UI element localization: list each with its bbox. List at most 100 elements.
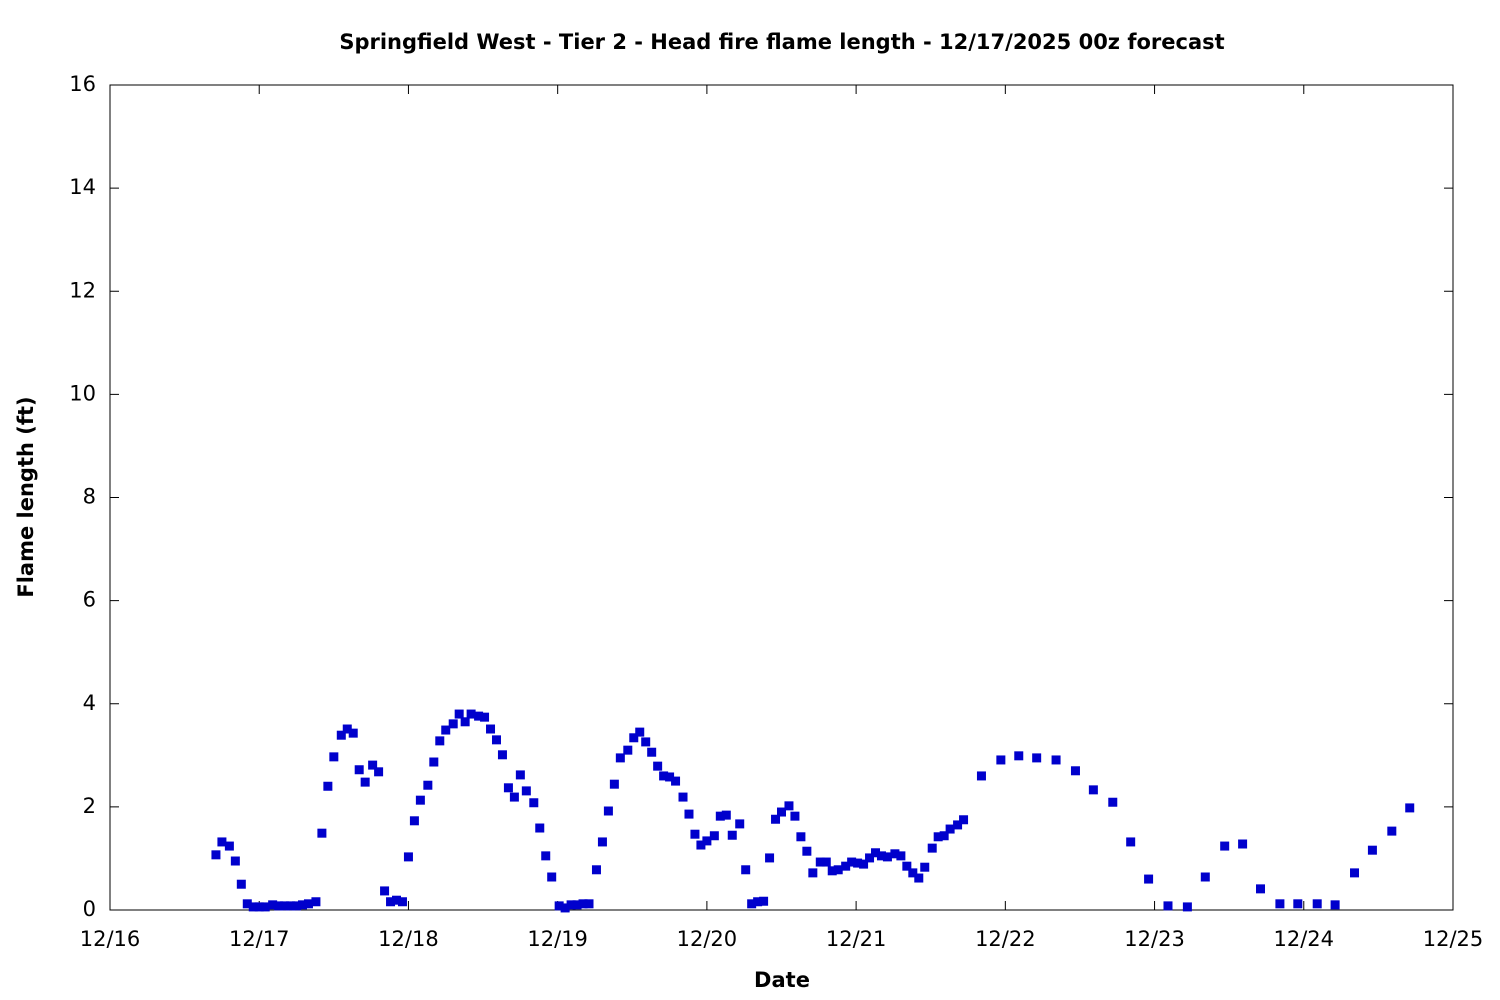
point [486, 724, 496, 734]
point [323, 781, 333, 791]
point [629, 733, 639, 743]
point [541, 851, 551, 861]
point [348, 728, 358, 738]
point [368, 760, 378, 770]
point [211, 850, 221, 860]
y-tick-label: 8 [83, 485, 96, 509]
point [423, 780, 433, 790]
point [741, 865, 751, 875]
point [815, 857, 825, 867]
point [933, 832, 943, 842]
point [1256, 884, 1266, 894]
point [671, 776, 681, 786]
point [1200, 872, 1210, 882]
x-tick-label: 12/21 [826, 927, 887, 951]
point [976, 771, 986, 781]
point [827, 866, 837, 876]
point [959, 815, 969, 825]
point [939, 831, 949, 841]
point [497, 750, 507, 760]
point [491, 735, 501, 745]
point [242, 899, 252, 909]
point [902, 861, 912, 871]
point [802, 846, 812, 856]
point [336, 730, 346, 740]
point [403, 852, 413, 862]
point [647, 747, 657, 757]
y-tick-label: 12 [69, 278, 96, 302]
point [317, 828, 327, 838]
point [641, 737, 651, 747]
point [1014, 751, 1024, 761]
point [435, 736, 445, 746]
point [354, 765, 364, 775]
point [509, 792, 519, 802]
point [1293, 899, 1303, 909]
x-tick-label: 12/22 [975, 927, 1036, 951]
point [1367, 845, 1377, 855]
point [547, 872, 557, 882]
point [777, 807, 786, 817]
point [280, 901, 290, 911]
point [566, 900, 576, 910]
x-tick-label: 12/20 [677, 927, 738, 951]
point [521, 786, 531, 796]
y-tick-label: 0 [83, 897, 96, 921]
point [441, 725, 451, 735]
point [747, 899, 757, 909]
point [678, 792, 688, 802]
point [560, 903, 570, 913]
y-tick-label: 6 [83, 588, 96, 612]
point [927, 843, 937, 853]
point [474, 711, 484, 721]
point [236, 879, 246, 889]
point [920, 862, 930, 872]
y-axis-label: Flame length (ft) [14, 396, 38, 597]
point [635, 727, 645, 737]
point [392, 895, 402, 905]
point [876, 851, 886, 861]
point [515, 770, 525, 780]
point [914, 873, 924, 883]
point [1350, 868, 1360, 878]
point [853, 858, 863, 868]
x-tick-label: 12/23 [1124, 927, 1185, 951]
point [460, 717, 470, 727]
point [684, 809, 694, 819]
point [953, 820, 963, 830]
point [759, 896, 769, 906]
point [865, 853, 875, 863]
point [908, 868, 918, 878]
point [796, 832, 806, 842]
point [1126, 837, 1136, 847]
chart-title: Springfield West - Tier 2 - Head fire fl… [339, 30, 1224, 54]
x-tick-label: 12/19 [527, 927, 588, 951]
point [274, 901, 284, 911]
point [268, 900, 278, 910]
plot-frame [109, 84, 1454, 911]
point [945, 824, 955, 834]
x-tick-label: 12/24 [1274, 927, 1335, 951]
y-tick-label: 10 [69, 381, 96, 405]
point [260, 902, 270, 912]
point [623, 745, 633, 755]
point [454, 709, 464, 719]
x-tick-label: 12/18 [378, 927, 439, 951]
point [833, 865, 843, 875]
point [374, 767, 384, 777]
point [1275, 899, 1285, 909]
point [896, 851, 906, 861]
point [591, 865, 601, 875]
point [735, 819, 745, 829]
point [329, 752, 339, 762]
point [254, 902, 264, 912]
point [1088, 785, 1098, 795]
point [217, 837, 227, 847]
point [466, 709, 476, 719]
point [448, 719, 458, 729]
point [230, 856, 240, 866]
point [286, 901, 296, 911]
point [297, 900, 307, 910]
